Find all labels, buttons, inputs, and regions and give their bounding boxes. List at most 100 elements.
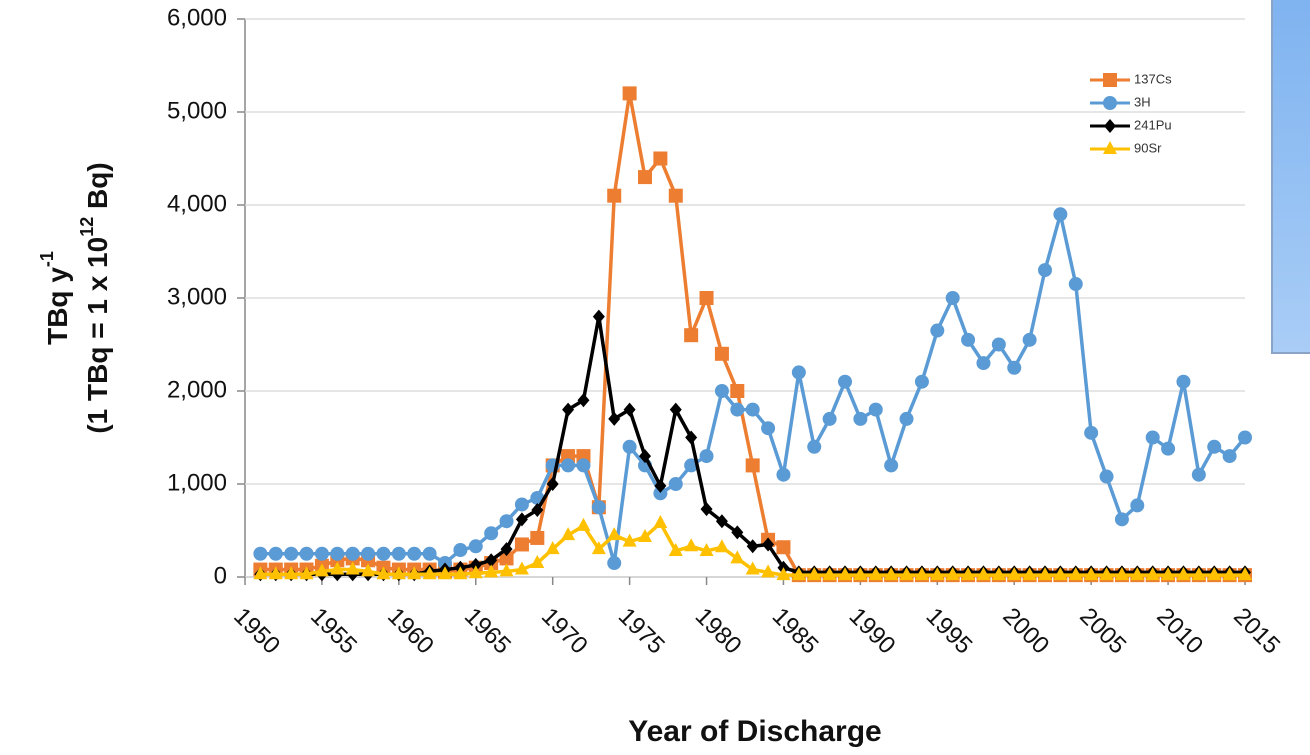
- data-point: [608, 411, 621, 426]
- data-point: [1053, 207, 1068, 222]
- data-point: [314, 546, 329, 561]
- data-point: [299, 546, 314, 561]
- legend-marker: [1103, 96, 1117, 110]
- legend-label: 3H: [1134, 94, 1151, 109]
- data-point: [1207, 567, 1222, 581]
- data-point: [776, 467, 791, 482]
- data-point: [638, 170, 652, 185]
- data-point: [499, 514, 514, 529]
- data-point: [515, 512, 528, 527]
- data-point: [592, 309, 605, 324]
- data-point: [791, 365, 806, 380]
- series-line: [260, 91, 1245, 577]
- data-point: [1007, 360, 1022, 375]
- data-point: [853, 567, 868, 581]
- data-point: [1145, 430, 1160, 445]
- x-axis-label: Year of Discharge: [628, 715, 881, 748]
- x-tick-label: 2015: [1228, 603, 1285, 660]
- data-point: [945, 291, 960, 305]
- data-point: [1114, 512, 1129, 527]
- data-point: [468, 539, 483, 554]
- data-point: [822, 567, 837, 581]
- data-point: [422, 566, 437, 580]
- data-point: [730, 402, 745, 417]
- data-point: [1084, 567, 1099, 581]
- data-point: [562, 402, 575, 417]
- data-point: [577, 393, 590, 408]
- x-tick-label: 2005: [1074, 603, 1131, 660]
- data-point: [638, 529, 652, 543]
- data-point: [930, 567, 945, 581]
- x-tick-label: 1990: [844, 603, 901, 660]
- y-tick-label: 1,000: [167, 469, 227, 496]
- data-point: [561, 527, 576, 541]
- x-tick-label: 1980: [690, 603, 747, 660]
- series-line: [260, 212, 1247, 565]
- data-point: [699, 542, 714, 556]
- x-tick-label: 1950: [228, 603, 285, 660]
- data-point: [361, 546, 376, 561]
- data-point: [514, 537, 529, 552]
- data-point: [345, 561, 360, 575]
- y-label-sup: -1: [37, 251, 57, 267]
- data-point: [484, 564, 499, 578]
- data-point: [976, 567, 991, 581]
- data-point: [514, 497, 529, 512]
- data-point: [591, 541, 606, 555]
- data-point: [1130, 498, 1145, 513]
- data-point: [330, 546, 345, 561]
- data-point: [1099, 469, 1114, 484]
- data-point: [500, 542, 513, 557]
- data-point: [714, 346, 729, 361]
- y-axis-label-2: (1 TBq = 1 x 1012 Bq): [77, 162, 114, 433]
- data-point: [422, 546, 437, 561]
- data-point: [545, 541, 560, 555]
- y-tick-label: 4,000: [167, 190, 227, 217]
- data-point: [576, 458, 591, 473]
- data-point: [639, 449, 651, 464]
- data-point: [438, 566, 452, 580]
- data-point: [838, 567, 852, 581]
- data-point: [730, 550, 745, 564]
- data-point: [930, 323, 945, 338]
- data-point: [653, 151, 668, 166]
- data-point: [745, 458, 760, 473]
- y-tick-label: 5,000: [167, 97, 227, 124]
- data-point: [899, 567, 914, 581]
- data-point: [607, 556, 622, 571]
- data-point: [884, 567, 899, 581]
- data-point: [469, 557, 482, 572]
- data-point: [700, 502, 713, 517]
- data-point: [468, 565, 483, 579]
- data-point: [284, 546, 299, 561]
- legend-label: 90Sr: [1134, 140, 1162, 155]
- data-point: [1222, 449, 1237, 464]
- y-label-sup: 12: [77, 217, 97, 237]
- x-tick-label: 2000: [998, 603, 1055, 660]
- data-point: [268, 566, 283, 580]
- x-tick-label: 1955: [305, 603, 362, 660]
- data-point: [591, 500, 606, 515]
- y-label-text: Bq): [82, 162, 113, 216]
- data-point: [530, 555, 545, 569]
- data-point: [376, 566, 391, 580]
- data-point: [1068, 567, 1083, 581]
- data-point: [345, 546, 360, 561]
- data-point: [622, 533, 637, 547]
- data-point: [1068, 277, 1083, 292]
- data-point: [868, 402, 883, 417]
- data-point: [1038, 263, 1052, 278]
- data-point: [499, 563, 514, 577]
- x-tick-label: 1985: [767, 603, 824, 660]
- data-point: [731, 525, 744, 540]
- data-point: [561, 458, 576, 473]
- data-point: [391, 566, 406, 580]
- data-point: [776, 567, 791, 581]
- legend-label: 241Pu: [1134, 117, 1172, 132]
- data-point: [884, 458, 899, 473]
- data-point: [653, 515, 668, 529]
- y-tick-label: 0: [214, 562, 227, 589]
- data-point: [1207, 439, 1222, 454]
- data-point: [761, 421, 776, 436]
- data-point: [407, 566, 422, 580]
